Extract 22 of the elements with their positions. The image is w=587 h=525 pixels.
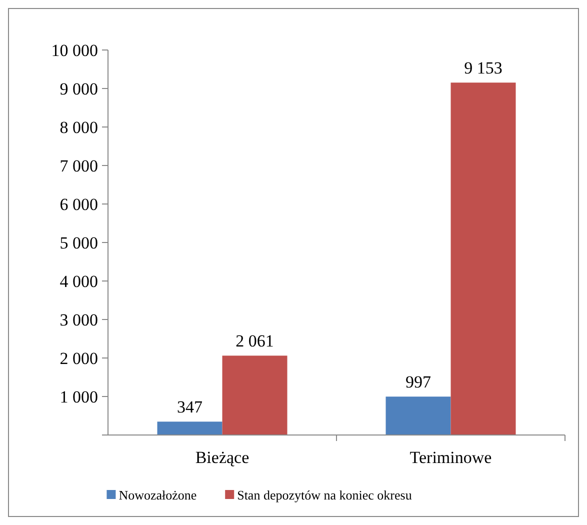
bar	[450, 82, 516, 435]
y-tick-label: 6 000	[60, 194, 98, 214]
data-label: 2 061	[236, 332, 274, 351]
y-tick-label: 9 000	[60, 79, 98, 98]
y-tick-label: 7 000	[60, 156, 98, 176]
data-label: 9 153	[464, 58, 502, 78]
x-tick-label: Bieżące	[195, 448, 250, 467]
y-tick-label: 5 000	[60, 233, 98, 252]
bar	[386, 396, 451, 435]
y-tick-label: 1 000	[60, 387, 98, 406]
legend-label: Stan depozytów na koniec okresu	[237, 488, 412, 503]
y-tick-label: 4 000	[60, 272, 98, 291]
data-label: 997	[406, 372, 432, 392]
data-label: 347	[177, 398, 203, 417]
legend-label: Nowozałożone	[118, 488, 197, 503]
x-tick-label: Teriminowe	[410, 448, 492, 467]
y-tick-label: 10 000	[51, 40, 98, 60]
bar	[157, 422, 222, 435]
bar	[222, 356, 288, 435]
y-tick-label: 2 000	[60, 348, 98, 368]
y-tick-label: 8 000	[60, 118, 98, 137]
y-tick-label: 3 000	[60, 310, 98, 330]
